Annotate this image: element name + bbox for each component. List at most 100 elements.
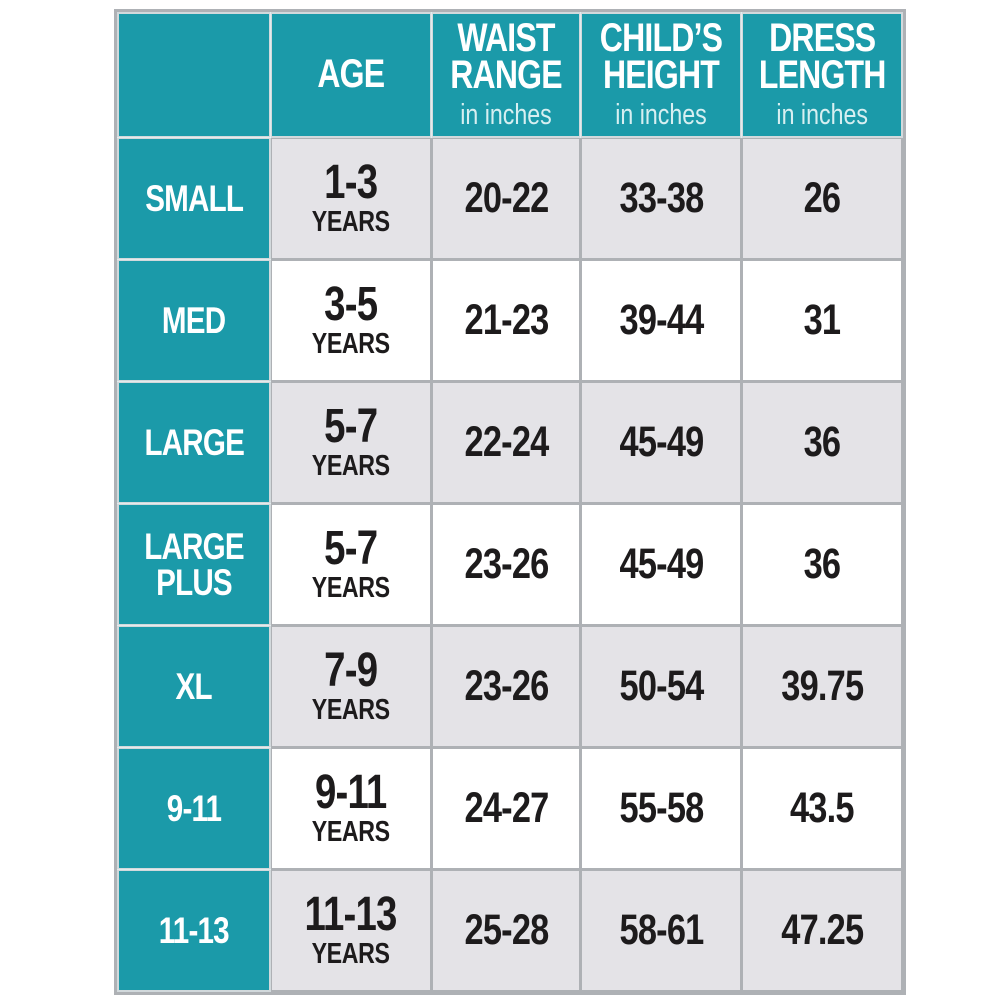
waist-range-cell: 23-26 [433,627,579,746]
dress-length-cell: 39.75 [743,627,901,746]
column-label-dress-length: DRESS LENGTH [758,15,887,98]
dress-length-cell: 36 [743,505,901,624]
age-cell: 5-7 YEARS [272,505,430,624]
size-cell: LARGE [119,383,269,502]
dress-length-value: 36 [803,540,841,588]
dress-length-value: 26 [803,174,841,222]
size-label: LARGE PLUS [144,526,244,603]
column-header-dress-length: DRESS LENGTH in inches [743,14,901,136]
age-unit-label: YEARS [312,815,390,848]
age-unit-label: YEARS [312,937,390,970]
column-sublabel-waist-units: in inches [460,98,552,131]
dress-length-cell: 43.5 [743,749,901,868]
child-height-cell: 45-49 [582,505,740,624]
child-height-cell: 58-61 [582,871,740,990]
age-unit-label: YEARS [312,449,390,482]
age-value: 5-7 [324,522,378,576]
dress-length-value: 43.5 [790,784,855,832]
size-cell: MED [119,261,269,380]
dress-length-value: 39.75 [780,662,864,710]
waist-range-value: 23-26 [463,662,549,710]
age-cell: 11-13 YEARS [272,871,430,990]
size-label: LARGE [144,421,244,463]
child-height-value: 50-54 [618,662,704,710]
size-label: 9-11 [166,787,222,829]
child-height-cell: 50-54 [582,627,740,746]
dress-length-cell: 36 [743,383,901,502]
waist-range-cell: 23-26 [433,505,579,624]
child-height-cell: 45-49 [582,383,740,502]
size-chart-table: AGE WAIST RANGE in inches CHILD’S HEIGHT… [114,9,906,995]
corner-cell [119,14,269,136]
child-height-cell: 39-44 [582,261,740,380]
age-cell: 9-11 YEARS [272,749,430,868]
column-sublabel-height-units: in inches [615,98,707,131]
waist-range-cell: 21-23 [433,261,579,380]
dress-length-value: 31 [803,296,841,344]
waist-range-value: 20-22 [463,174,549,222]
table-row: 9-11 9-11 YEARS 24-27 55-58 43.5 [119,749,901,868]
age-value: 11-13 [304,888,398,942]
table-row: LARGE PLUS 5-7 YEARS 23-26 45-49 36 [119,505,901,624]
waist-range-cell: 22-24 [433,383,579,502]
waist-range-value: 23-26 [463,540,549,588]
child-height-value: 55-58 [618,784,704,832]
age-value: 3-5 [324,278,378,332]
age-unit-label: YEARS [312,205,390,238]
column-label-age: AGE [317,52,386,97]
age-value: 9-11 [315,766,387,820]
dress-length-cell: 31 [743,261,901,380]
table-row: XL 7-9 YEARS 23-26 50-54 39.75 [119,627,901,746]
table-row: 11-13 11-13 YEARS 25-28 58-61 47.25 [119,871,901,990]
size-cell: 9-11 [119,749,269,868]
age-unit-label: YEARS [312,693,390,726]
dress-length-value: 47.25 [780,906,864,954]
waist-range-cell: 20-22 [433,139,579,258]
size-cell: XL [119,627,269,746]
age-cell: 1-3 YEARS [272,139,430,258]
table-row: MED 3-5 YEARS 21-23 39-44 31 [119,261,901,380]
dress-length-value: 36 [803,418,841,466]
dress-length-cell: 26 [743,139,901,258]
age-unit-label: YEARS [312,571,390,604]
waist-range-value: 25-28 [463,906,549,954]
size-label: SMALL [145,177,244,219]
waist-range-value: 24-27 [463,784,549,832]
age-value: 7-9 [324,644,378,698]
waist-range-value: 22-24 [463,418,549,466]
waist-range-cell: 24-27 [433,749,579,868]
column-header-child-height: CHILD’S HEIGHT in inches [582,14,740,136]
child-height-value: 33-38 [618,174,704,222]
column-header-waist-range: WAIST RANGE in inches [433,14,579,136]
table-row: LARGE 5-7 YEARS 22-24 45-49 36 [119,383,901,502]
size-label: MED [162,299,226,341]
size-cell: 11-13 [119,871,269,990]
size-cell: LARGE PLUS [119,505,269,624]
column-label-child-height: CHILD’S HEIGHT [599,15,723,98]
age-value: 1-3 [324,156,378,210]
child-height-value: 58-61 [618,906,704,954]
child-height-cell: 33-38 [582,139,740,258]
child-height-value: 45-49 [618,418,704,466]
table-row: SMALL 1-3 YEARS 20-22 33-38 26 [119,139,901,258]
child-height-value: 39-44 [618,296,704,344]
size-label: XL [175,665,213,707]
age-cell: 7-9 YEARS [272,627,430,746]
waist-range-cell: 25-28 [433,871,579,990]
column-label-waist-range: WAIST RANGE [450,15,562,98]
column-sublabel-length-units: in inches [776,98,868,131]
child-height-cell: 55-58 [582,749,740,868]
size-cell: SMALL [119,139,269,258]
waist-range-value: 21-23 [463,296,549,344]
child-height-value: 45-49 [618,540,704,588]
dress-length-cell: 47.25 [743,871,901,990]
age-value: 5-7 [324,400,378,454]
size-label: 11-13 [158,909,230,951]
header-row: AGE WAIST RANGE in inches CHILD’S HEIGHT… [119,14,901,136]
age-unit-label: YEARS [312,327,390,360]
table-body: SMALL 1-3 YEARS 20-22 33-38 26 MED 3-5 Y… [119,139,901,990]
age-cell: 5-7 YEARS [272,383,430,502]
column-header-age: AGE [272,14,430,136]
age-cell: 3-5 YEARS [272,261,430,380]
